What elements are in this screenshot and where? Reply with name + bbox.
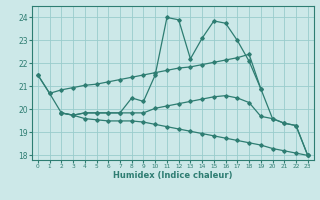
X-axis label: Humidex (Indice chaleur): Humidex (Indice chaleur) <box>113 171 233 180</box>
